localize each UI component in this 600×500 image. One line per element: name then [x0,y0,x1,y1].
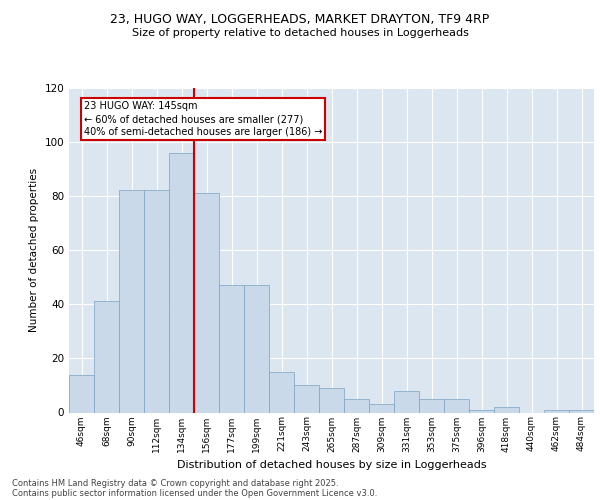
Text: Contains public sector information licensed under the Open Government Licence v3: Contains public sector information licen… [12,488,377,498]
Bar [319,388,344,412]
Bar [494,407,519,412]
Bar [444,399,469,412]
Text: 23, HUGO WAY, LOGGERHEADS, MARKET DRAYTON, TF9 4RP: 23, HUGO WAY, LOGGERHEADS, MARKET DRAYTO… [110,12,490,26]
Bar [369,404,394,412]
Bar [269,372,294,412]
Bar [194,193,219,412]
Bar [219,285,244,412]
Bar [294,386,319,412]
Bar [144,190,169,412]
X-axis label: Distribution of detached houses by size in Loggerheads: Distribution of detached houses by size … [176,460,487,470]
Bar [544,410,569,412]
Bar [244,285,269,412]
Bar [94,302,119,412]
Bar [69,374,94,412]
Bar [344,399,369,412]
Bar [419,399,444,412]
Text: Size of property relative to detached houses in Loggerheads: Size of property relative to detached ho… [131,28,469,38]
Bar [394,391,419,412]
Bar [119,190,144,412]
Bar [469,410,494,412]
Text: 23 HUGO WAY: 145sqm
← 60% of detached houses are smaller (277)
40% of semi-detac: 23 HUGO WAY: 145sqm ← 60% of detached ho… [84,101,322,138]
Text: Contains HM Land Registry data © Crown copyright and database right 2025.: Contains HM Land Registry data © Crown c… [12,478,338,488]
Bar [569,410,594,412]
Bar [169,152,194,412]
Y-axis label: Number of detached properties: Number of detached properties [29,168,39,332]
